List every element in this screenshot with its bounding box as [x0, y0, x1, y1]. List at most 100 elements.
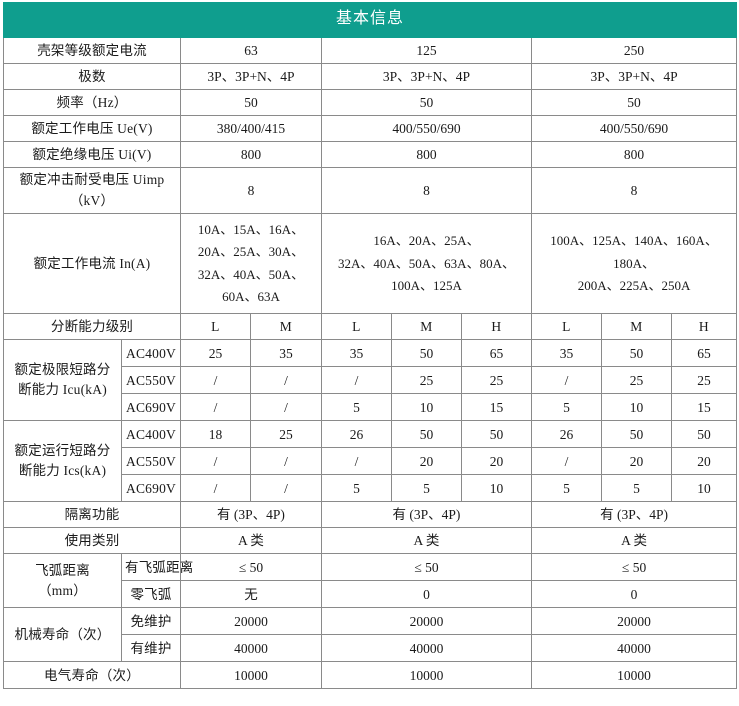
cell-arc-zero-125: 0	[321, 580, 532, 609]
cell-ue-250: 400/550/690	[530, 115, 738, 142]
row-label-mechanical-life: 机械寿命（次）	[3, 607, 122, 663]
cell-icu-ac400v: 35	[250, 339, 322, 368]
cell-ics-ac690v: 5	[531, 474, 602, 503]
table-row-breaking-grade: 分断能力级别 L M L M H L M H	[3, 313, 738, 341]
cell-ui-125: 800	[321, 141, 532, 168]
table-row: 额定工作电压 Ue(V) 380/400/415 400/550/690 400…	[3, 115, 738, 142]
cell-ics-ac690v: /	[180, 474, 251, 503]
cell-usage-category-63: A 类	[180, 527, 322, 555]
cell-ics-ac400v: 26	[321, 420, 392, 449]
cell-isolation-125: 有 (3P、4P)	[321, 501, 532, 529]
specification-table: 基本信息 壳架等级额定电流 63 125 250 极数 3P、3P+N、4P 3…	[2, 2, 738, 690]
cell-icu-ac400v: 50	[601, 339, 672, 368]
table-row: 额定工作电流 In(A) 10A、15A、16A、 20A、25A、30A、 32A…	[3, 212, 738, 315]
table-row: 额定冲击耐受电压 Uimp （kV） 8 8 8	[3, 167, 738, 214]
table-row: 电气寿命（次） 10000 10000 10000	[3, 661, 738, 690]
cell-in-current-250: 100A、125A、140A、160A、180A、 200A、225A、250A	[530, 212, 738, 315]
row-label-usage-category: 使用类别	[3, 527, 181, 555]
cell-arc-with-63: ≤ 50	[180, 553, 322, 582]
cell-isolation-63: 有 (3P、4P)	[180, 501, 322, 529]
table-row: 飞弧距离 （mm） 有飞弧距离 ≤ 50 ≤ 50 ≤ 50	[3, 553, 738, 609]
grade-cell: M	[601, 313, 672, 341]
cell-ics-ac400v: 26	[531, 420, 602, 449]
cell-electrical-life-125: 10000	[321, 661, 532, 690]
cell-frequency-125: 50	[321, 89, 532, 116]
table-row: 额定极限短路分 断能力 Icu(kA) AC400V 25 35 35 50 6…	[3, 339, 738, 422]
cell-mech-maint-250: 40000	[530, 634, 738, 663]
cell-frequency-63: 50	[180, 89, 322, 116]
cell-icu-ac690v: /	[180, 393, 251, 422]
value-line: 60A、63A	[222, 289, 280, 305]
cell-icu-ac690v: 15	[670, 393, 738, 422]
value-line: 100A、125A、140A、160A、180A、	[550, 233, 718, 271]
cell-icu-ac550v: /	[531, 366, 602, 395]
cell-frequency-250: 50	[530, 89, 738, 116]
cell-icu-ac550v: /	[250, 366, 322, 395]
row-label-arc-distance-line1: 飞弧距离	[35, 562, 90, 578]
cell-ics-ac400v: 18	[180, 420, 251, 449]
cell-ics-ac400v: 50	[670, 420, 738, 449]
row-label-uimp-line1: 额定冲击耐受电压 Uimp	[19, 172, 165, 188]
row-label-uimp: 额定冲击耐受电压 Uimp （kV）	[3, 167, 181, 214]
cell-icu-ac690v: 10	[391, 393, 462, 422]
sub-label-maintenance-free: 免维护	[121, 607, 181, 636]
cell-poles-63: 3P、3P+N、4P	[180, 63, 322, 90]
cell-ics-ac690v: 10	[461, 474, 532, 503]
cell-mech-maint-125: 40000	[321, 634, 532, 663]
value-line: 10A、15A、16A、	[197, 222, 305, 237]
row-label-uimp-line2: （kV）	[69, 192, 115, 208]
value-line: 32A、40A、50A、	[197, 266, 305, 282]
cell-uimp-125: 8	[321, 167, 532, 214]
cell-electrical-life-250: 10000	[530, 661, 738, 690]
cell-icu-ac550v: 25	[391, 366, 462, 395]
sub-label-ics-ac690v: AC690V	[121, 474, 181, 503]
value-line: 200A、225A、250A	[577, 277, 691, 293]
grade-cell: L	[531, 313, 602, 341]
cell-icu-ac400v: 35	[531, 339, 602, 368]
cell-arc-with-125: ≤ 50	[321, 553, 532, 582]
cell-icu-ac400v: 35	[321, 339, 392, 368]
cell-icu-ac690v: 15	[461, 393, 532, 422]
cell-mech-free-63: 20000	[180, 607, 322, 636]
cell-ue-63: 380/400/415	[180, 115, 322, 142]
cell-ics-ac690v: 10	[670, 474, 738, 503]
cell-ics-ac400v: 50	[601, 420, 672, 449]
cell-ics-ac400v: 50	[391, 420, 462, 449]
cell-icu-ac690v: 10	[601, 393, 672, 422]
cell-mech-maint-63: 40000	[180, 634, 322, 663]
sub-label-arc-zero: 零飞弧	[121, 580, 181, 609]
cell-ics-ac690v: 5	[321, 474, 392, 503]
sub-label-with-maintenance: 有维护	[121, 634, 181, 663]
cell-in-current-63: 10A、15A、16A、 20A、25A、30A、 32A、40A、50A、 60A、…	[180, 212, 322, 315]
value-line: 16A、20A、25A、	[373, 233, 480, 249]
sub-label-icu-ac400v: AC400V	[121, 339, 181, 368]
cell-ics-ac550v: /	[180, 447, 251, 476]
cell-icu-ac550v: /	[321, 366, 392, 395]
row-label-poles: 极数	[3, 63, 181, 90]
table-row: 使用类别 A 类 A 类 A 类	[3, 527, 738, 555]
row-label-arc-distance: 飞弧距离 （mm）	[3, 553, 122, 609]
row-label-icu-line2: 断能力 Icu(kA)	[18, 382, 107, 398]
row-label-ue: 额定工作电压 Ue(V)	[3, 115, 181, 142]
cell-icu-ac550v: 25	[601, 366, 672, 395]
cell-ics-ac690v: /	[250, 474, 322, 503]
cell-arc-zero-63: 无	[180, 580, 322, 609]
table-row: 极数 3P、3P+N、4P 3P、3P+N、4P 3P、3P+N、4P	[3, 63, 738, 90]
sub-label-arc-with: 有飞弧距离	[121, 553, 193, 582]
row-label-icu: 额定极限短路分 断能力 Icu(kA)	[3, 339, 122, 422]
cell-ics-ac550v: /	[321, 447, 392, 476]
cell-ics-ac400v: 25	[250, 420, 322, 449]
cell-usage-category-250: A 类	[530, 527, 738, 555]
cell-icu-ac550v: /	[180, 366, 251, 395]
cell-icu-ac400v: 65	[461, 339, 532, 368]
value-line: 32A、40A、50A、63A、80A、	[338, 255, 515, 271]
cell-electrical-life-63: 10000	[180, 661, 322, 690]
grade-cell: M	[391, 313, 462, 341]
cell-ics-ac690v: 5	[601, 474, 672, 503]
table-row: 机械寿命（次） 免维护 20000 20000 20000	[3, 607, 738, 663]
cell-icu-ac550v: 25	[461, 366, 532, 395]
grade-cell: L	[180, 313, 251, 341]
table-row: 有维护 40000 40000 40000	[4, 634, 738, 663]
cell-uimp-63: 8	[180, 167, 322, 214]
cell-ics-ac550v: 20	[391, 447, 462, 476]
